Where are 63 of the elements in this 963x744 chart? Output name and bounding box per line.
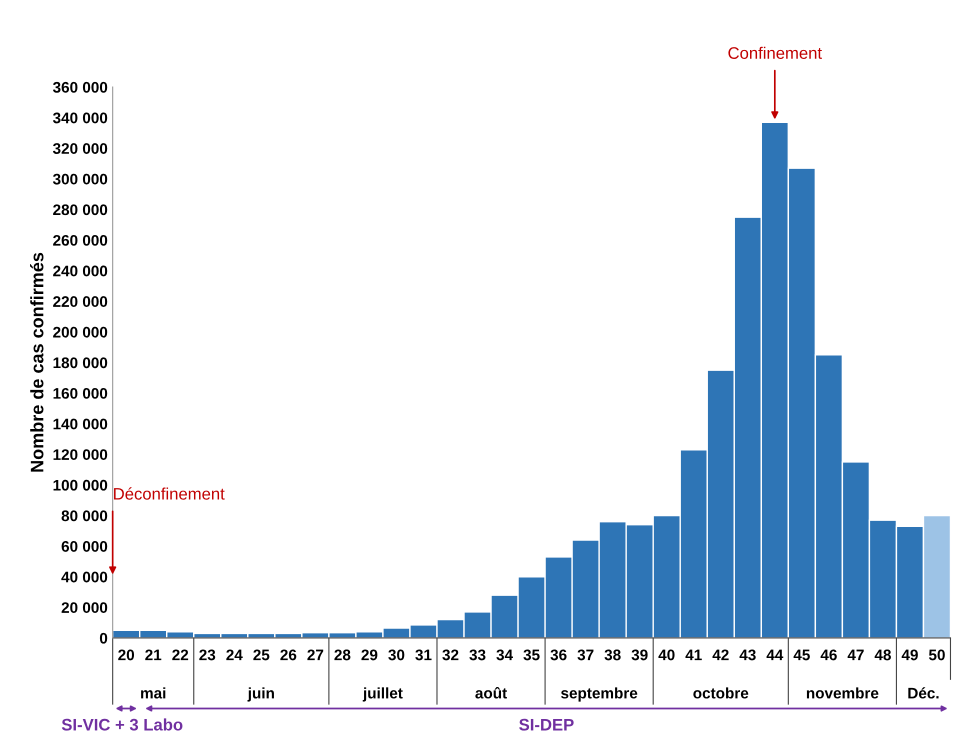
y-tick-label: 240 000 [53,266,108,276]
x-tick-label: 31 [415,649,432,660]
y-tick-label: 160 000 [54,388,108,399]
text: septembre [561,687,638,702]
x-tick-label: 42 [712,649,729,660]
x-tick-label: 23 [199,649,216,660]
x-tick-label: 29 [361,649,378,660]
x-tick-label: 50 [928,649,945,660]
x-tick-label: 36 [550,649,567,660]
text: juin [248,687,274,702]
y-tick-label: 260 000 [53,234,108,246]
x-tick-label: 21 [145,649,162,660]
y-axis-title: Nombre de cas confirmés [30,252,44,472]
text: octobre [693,687,748,699]
x-tick-label: 34 [496,649,513,660]
x-tick-label: 40 [658,649,675,660]
text: Confinement [728,46,822,59]
x-tick-label: 20 [118,649,134,660]
x-tick-label: 27 [307,649,324,660]
x-tick-label: 48 [874,649,891,660]
x-tick-label: 41 [685,650,702,660]
x-tick-label: 24 [226,649,243,660]
text: Déc. [908,687,939,699]
x-tick-label: 26 [280,649,296,660]
x-tick-label: 49 [902,649,918,660]
x-tick-label: 25 [253,649,270,660]
x-tick-label: 39 [632,649,648,660]
y-tick-label: 220 000 [53,296,108,307]
text: SI-DEP [519,718,574,731]
y-tick-label: 120 000 [54,449,108,460]
x-tick-label: 22 [172,649,188,660]
x-tick-label: 30 [388,649,404,660]
y-tick-label: 300 000 [52,174,108,185]
annotation: Déconfinement [114,487,225,500]
x-tick-label: 44 [766,650,784,660]
x-tick-label: 28 [334,649,350,660]
y-tick-label: 280 000 [53,204,108,216]
y-tick-label: 20 000 [62,602,108,614]
y-tick-label: 200 000 [53,326,108,338]
y-tick-label: 180 000 [54,357,108,368]
y-tick-label: 60 000 [62,541,108,552]
y-tick-label: 100 000 [54,480,108,491]
x-tick-label: 32 [442,649,458,660]
x-tick-label: 46 [820,649,837,660]
x-tick-label: 38 [604,649,621,660]
text: mai [141,687,166,699]
y-tick-label: 360 000 [52,82,108,93]
y-tick-label: 140 000 [54,418,108,430]
text: novembre [806,687,878,699]
x-tick-label: 43 [740,649,756,660]
x-tick-label: 47 [848,650,864,660]
x-tick-label: 33 [469,649,486,660]
text: août [475,686,507,699]
x-tick-label: 37 [577,649,594,660]
y-tick-label: 40 000 [61,572,108,582]
y-tick-label: 320 000 [52,143,108,154]
x-tick-label: 45 [794,650,810,660]
x-tick-label: 35 [523,649,540,660]
y-tick-label: 340 000 [52,112,108,124]
text: juillet [362,687,403,702]
y-tick-label: 0 [100,632,108,644]
y-tick-label: 80 000 [62,510,108,522]
text: SI-VIC + 3 Labo [62,718,182,731]
